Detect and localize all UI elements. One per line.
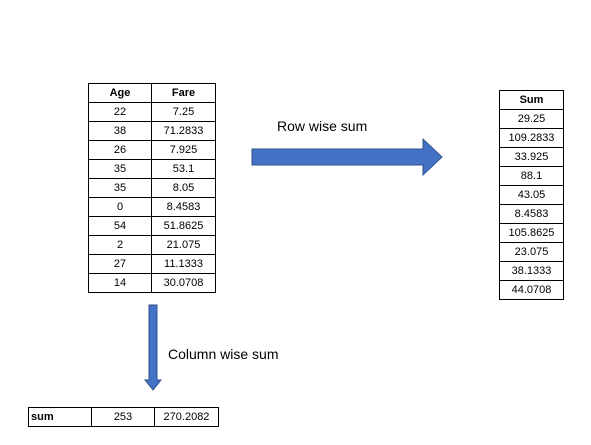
sum-column-header: Sum	[499, 90, 564, 110]
row-wise-sum-caption: Row wise sum	[277, 118, 368, 134]
fare-cell: 71.2833	[151, 121, 216, 141]
row-sum-cell: 44.0708	[499, 280, 564, 300]
fare-cell: 11.1333	[151, 254, 216, 274]
table-row: 8.4583	[499, 204, 564, 224]
table-row: 35 8.05	[88, 178, 216, 198]
age-cell: 2	[88, 235, 152, 255]
table-row: 22 7.25	[88, 102, 216, 122]
table-row: 54 51.8625	[88, 216, 216, 236]
table-row: 29.25	[499, 109, 564, 129]
table-row: 105.8625	[499, 223, 564, 243]
table-row: 38.1333	[499, 261, 564, 281]
table-row: 44.0708	[499, 280, 564, 300]
row-sum-cell: 33.925	[499, 147, 564, 167]
age-column-header: Age	[88, 83, 152, 103]
row-sum-cell: 23.075	[499, 242, 564, 262]
table-row: 26 7.925	[88, 140, 216, 160]
table-row: 109.2833	[499, 128, 564, 148]
age-cell: 35	[88, 159, 152, 179]
column-sum-table: sum 253 270.2082	[28, 407, 219, 427]
row-sum-cell: 88.1	[499, 166, 564, 186]
fare-cell: 51.8625	[151, 216, 216, 236]
fare-column-header: Fare	[151, 83, 216, 103]
table-row: sum 253 270.2082	[28, 407, 219, 427]
age-cell: 54	[88, 216, 152, 236]
table-row: 23.075	[499, 242, 564, 262]
down-arrow-shape	[143, 304, 163, 391]
row-sum-cell: 29.25	[499, 109, 564, 129]
row-sum-cell: 38.1333	[499, 261, 564, 281]
table-row: 27 11.1333	[88, 254, 216, 274]
row-sum-cell: 8.4583	[499, 204, 564, 224]
fare-cell: 8.05	[151, 178, 216, 198]
fare-sum-cell: 270.2082	[154, 407, 219, 427]
table-row: 0 8.4583	[88, 197, 216, 217]
row-sum-cell: 43.05	[499, 185, 564, 205]
row-sum-cell: 109.2833	[499, 128, 564, 148]
age-cell: 14	[88, 273, 152, 293]
column-wise-sum-caption: Column wise sum	[168, 346, 279, 362]
input-table-header-row: Age Fare	[88, 83, 216, 103]
age-cell: 38	[88, 121, 152, 141]
age-sum-cell: 253	[91, 407, 155, 427]
fare-cell: 53.1	[151, 159, 216, 179]
age-cell: 27	[88, 254, 152, 274]
right-arrow-icon	[251, 137, 443, 177]
table-row: 2 21.075	[88, 235, 216, 255]
fare-cell: 21.075	[151, 235, 216, 255]
fare-cell: 7.925	[151, 140, 216, 160]
row-sum-header-row: Sum	[499, 90, 564, 110]
input-table: Age Fare 22 7.25 38 71.2833 26 7.925 35 …	[88, 83, 216, 293]
fare-cell: 7.25	[151, 102, 216, 122]
table-row: 35 53.1	[88, 159, 216, 179]
table-row: 14 30.0708	[88, 273, 216, 293]
table-row: 43.05	[499, 185, 564, 205]
age-cell: 26	[88, 140, 152, 160]
age-cell: 22	[88, 102, 152, 122]
row-sum-table: Sum 29.25 109.2833 33.925 88.1 43.05 8.4…	[499, 90, 564, 300]
down-arrow-icon	[143, 304, 163, 391]
table-row: 33.925	[499, 147, 564, 167]
table-row: 38 71.2833	[88, 121, 216, 141]
table-row: 88.1	[499, 166, 564, 186]
fare-cell: 8.4583	[151, 197, 216, 217]
right-arrow-shape	[251, 137, 443, 177]
column-sum-label: sum	[28, 407, 92, 427]
fare-cell: 30.0708	[151, 273, 216, 293]
row-sum-cell: 105.8625	[499, 223, 564, 243]
age-cell: 0	[88, 197, 152, 217]
age-cell: 35	[88, 178, 152, 198]
